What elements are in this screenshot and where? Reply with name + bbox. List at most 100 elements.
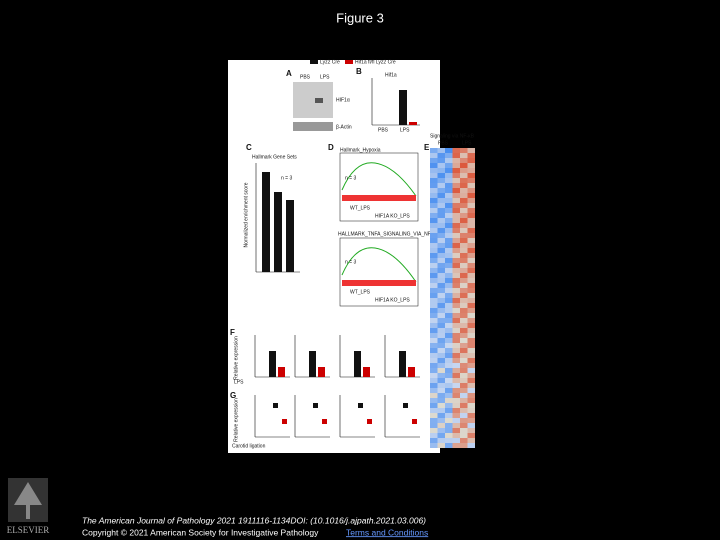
bar (262, 172, 270, 272)
heatmap-cell (437, 223, 445, 228)
heatmap-cell (430, 253, 438, 258)
heatmap-cell (452, 328, 460, 333)
heatmap-cell (445, 353, 453, 358)
heatmap-cell (452, 418, 460, 423)
heatmap-cell (430, 368, 438, 373)
heatmap-cell (445, 263, 453, 268)
heatmap-cell (430, 223, 438, 228)
heatmap-cell (430, 228, 438, 233)
legend-swatch (345, 60, 353, 64)
heatmap-cell (437, 183, 445, 188)
heatmap-cell (460, 198, 468, 203)
heatmap-cell (460, 223, 468, 228)
heatmap-cell (445, 348, 453, 353)
gsea-title: Hallmark_Hypoxia (340, 147, 381, 153)
bar (278, 367, 285, 377)
heatmap-cell (437, 228, 445, 233)
heatmap-cell (467, 403, 475, 408)
heatmap-cell (452, 238, 460, 243)
heatmap-cell (452, 218, 460, 223)
heatmap-cell (460, 323, 468, 328)
heatmap-cell (437, 293, 445, 298)
heatmap-cell (467, 323, 475, 328)
heatmap-cell (460, 318, 468, 323)
n-label: n = 3 (345, 259, 356, 265)
heatmap-cell (467, 298, 475, 303)
heatmap-cell (445, 253, 453, 258)
heatmap-cell (437, 163, 445, 168)
n-label: n = 3 (345, 175, 356, 181)
heatmap-cell (437, 243, 445, 248)
panel-label: A (286, 69, 292, 78)
heatmap-cell (445, 178, 453, 183)
heatmap-cell (467, 253, 475, 258)
y-label: Relative expression (233, 398, 239, 442)
heatmap-cell (452, 378, 460, 383)
heatmap-cell (460, 268, 468, 273)
heatmap-cell (460, 148, 468, 153)
y-label: Normalized enrichment score (243, 182, 249, 247)
logo-text: ELSEVIER (7, 525, 50, 535)
citation: The American Journal of Pathology 2021 1… (82, 515, 426, 525)
heatmap-cell (430, 258, 438, 263)
heatmap-cell (452, 203, 460, 208)
heatmap-cell (437, 358, 445, 363)
heatmap-cell (445, 238, 453, 243)
heatmap-cell (460, 348, 468, 353)
heatmap-cell (467, 333, 475, 338)
heatmap-cell (430, 243, 438, 248)
heatmap-cell (467, 273, 475, 278)
heatmap-cell (460, 428, 468, 433)
column-label: LPS (462, 140, 472, 146)
heatmap-cell (445, 203, 453, 208)
heatmap-cell (430, 418, 438, 423)
heatmap-cell (467, 418, 475, 423)
heatmap-cell (460, 273, 468, 278)
dot (358, 403, 363, 408)
heatmap-cell (430, 163, 438, 168)
heatmap-cell (430, 398, 438, 403)
heatmap-cell (437, 188, 445, 193)
heatmap-cell (452, 228, 460, 233)
heatmap-cell (467, 398, 475, 403)
heatmap-cell (437, 288, 445, 293)
heatmap-cell (437, 438, 445, 443)
heatmap-cell (437, 238, 445, 243)
terms-link[interactable]: Terms and Conditions (346, 527, 428, 537)
heatmap-cell (452, 253, 460, 258)
heatmap-cell (445, 303, 453, 308)
bar (363, 367, 370, 377)
dot (367, 419, 372, 424)
chart-title: Hallmark Gene Sets (252, 154, 297, 160)
heatmap-cell (437, 343, 445, 348)
heatmap-cell (445, 308, 453, 313)
heatmap-cell (467, 218, 475, 223)
heatmap-cell (430, 173, 438, 178)
panel-label: C (246, 143, 252, 152)
heatmap-cell (452, 368, 460, 373)
x-label: LPS (400, 127, 410, 133)
heatmap-cell (430, 233, 438, 238)
heatmap-cell (460, 338, 468, 343)
heatmap-cell (437, 413, 445, 418)
heatmap-cell (437, 278, 445, 283)
slide-title: Figure 3 (336, 10, 384, 25)
heatmap-cell (430, 348, 438, 353)
heatmap-cell (460, 403, 468, 408)
heatmap-cell (430, 293, 438, 298)
heatmap-cell (452, 288, 460, 293)
heatmap-cell (460, 378, 468, 383)
heatmap-cell (467, 168, 475, 173)
heatmap-cell (467, 383, 475, 388)
heatmap-cell (437, 378, 445, 383)
heatmap-cell (467, 163, 475, 168)
heatmap-cell (445, 378, 453, 383)
heatmap-cell (437, 388, 445, 393)
heatmap-cell (452, 213, 460, 218)
panel-label: G (230, 391, 236, 400)
heatmap-cell (460, 153, 468, 158)
heatmap-cell (445, 163, 453, 168)
heatmap-cell (437, 398, 445, 403)
heatmap-cell (437, 198, 445, 203)
heatmap-cell (445, 333, 453, 338)
